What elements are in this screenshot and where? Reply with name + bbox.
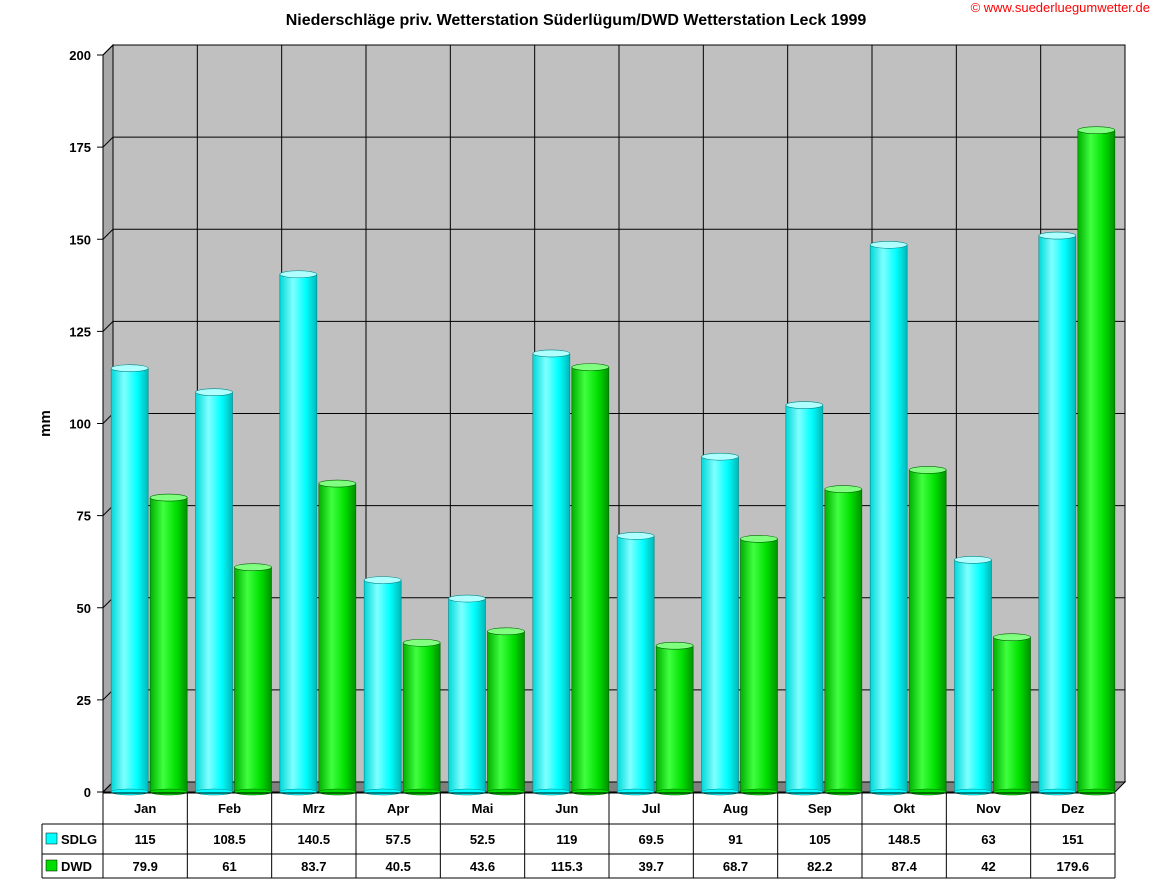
bar-dwd-mrz	[318, 479, 357, 796]
bar-dwd-dez	[1077, 126, 1116, 796]
bar-sdlg-dez	[1038, 231, 1077, 796]
bar-dwd-feb	[234, 563, 272, 796]
grid-line-diag	[102, 321, 114, 332]
y-tick-label: 150	[69, 232, 91, 247]
bar-sdlg-jul	[616, 532, 655, 796]
legend-swatch-sdlg	[45, 832, 58, 845]
y-tick-label: 125	[69, 324, 91, 339]
data-label: 119	[556, 832, 577, 847]
data-label: 108.5	[213, 832, 246, 847]
bar-sdlg-jan	[110, 364, 149, 796]
y-tick-label: 50	[77, 601, 91, 616]
bar-dwd-aug	[740, 535, 778, 796]
x-tick-label: Apr	[387, 801, 409, 816]
x-tick-label: Jul	[642, 801, 661, 816]
data-label: 43.6	[470, 859, 495, 874]
data-label: 91	[728, 832, 742, 847]
data-label: 140.5	[298, 832, 331, 847]
data-label: 40.5	[386, 859, 411, 874]
data-label: 82.2	[807, 859, 832, 874]
data-label: 148.5	[888, 832, 921, 847]
data-label: 105	[809, 832, 831, 847]
x-tick-label: Mai	[472, 801, 494, 816]
x-tick-label: Feb	[218, 801, 241, 816]
bar-dwd-jan	[149, 493, 188, 796]
bar-sdlg-sep	[785, 401, 824, 796]
bar-dwd-jun	[571, 363, 610, 796]
x-tick-label: Dez	[1061, 801, 1085, 816]
legend-label-sdlg: SDLG	[61, 832, 97, 847]
data-label: 151	[1062, 832, 1084, 847]
x-tick-label: Nov	[976, 801, 1001, 816]
data-label: 42	[981, 859, 995, 874]
y-tick-label: 200	[69, 48, 91, 63]
bar-dwd-apr	[402, 638, 441, 796]
data-label: 57.5	[386, 832, 411, 847]
y-tick-label: 25	[77, 693, 91, 708]
legend-swatch-dwd	[45, 859, 58, 872]
data-label: 39.7	[639, 859, 664, 874]
bar-sdlg-aug	[701, 452, 739, 796]
chart-title: Niederschläge priv. Wetterstation Süderl…	[285, 12, 867, 29]
x-tick-label: Okt	[893, 801, 915, 816]
bar-sdlg-nov	[954, 556, 992, 796]
x-tick-label: Jan	[134, 801, 156, 816]
data-label: 179.6	[1057, 859, 1090, 874]
y-tick-label: 0	[84, 785, 91, 800]
bar-sdlg-mrz	[279, 270, 318, 796]
grid-line-diag	[102, 44, 114, 56]
bar-sdlg-feb	[195, 388, 233, 796]
data-label: 83.7	[301, 859, 326, 874]
legend-label-dwd: DWD	[61, 859, 92, 874]
bar-sdlg-apr	[363, 576, 402, 796]
bar-dwd-jul	[655, 641, 694, 796]
y-tick-label: 175	[69, 140, 91, 155]
copyright-link[interactable]: © www.suederluegumwetter.de	[970, 0, 1150, 15]
bar-sdlg-okt	[869, 240, 908, 796]
data-label: 87.4	[892, 859, 918, 874]
bar-sdlg-mai	[448, 594, 486, 796]
y-tick-label: 75	[77, 509, 91, 524]
data-label: 79.9	[133, 859, 158, 874]
data-label: 52.5	[470, 832, 495, 847]
bar-dwd-sep	[824, 485, 863, 796]
grid-line-diag	[102, 136, 114, 148]
data-label: 63	[981, 832, 995, 847]
x-tick-label: Sep	[808, 801, 832, 816]
y-axis-label: mm	[37, 410, 54, 437]
grid-line-diag	[102, 228, 114, 240]
bar-dwd-nov	[993, 633, 1031, 796]
x-tick-label: Jun	[555, 801, 578, 816]
bar-dwd-mai	[487, 627, 525, 796]
data-label: 61	[222, 859, 236, 874]
x-tick-label: Aug	[723, 801, 748, 816]
data-label: 69.5	[639, 832, 664, 847]
data-label: 68.7	[723, 859, 748, 874]
data-label: 115.3	[551, 859, 583, 874]
x-tick-label: Mrz	[303, 801, 326, 816]
bar-sdlg-jun	[532, 349, 571, 796]
y-tick-label: 100	[69, 417, 91, 432]
data-label: 115	[135, 832, 156, 847]
bar-dwd-okt	[908, 466, 947, 796]
